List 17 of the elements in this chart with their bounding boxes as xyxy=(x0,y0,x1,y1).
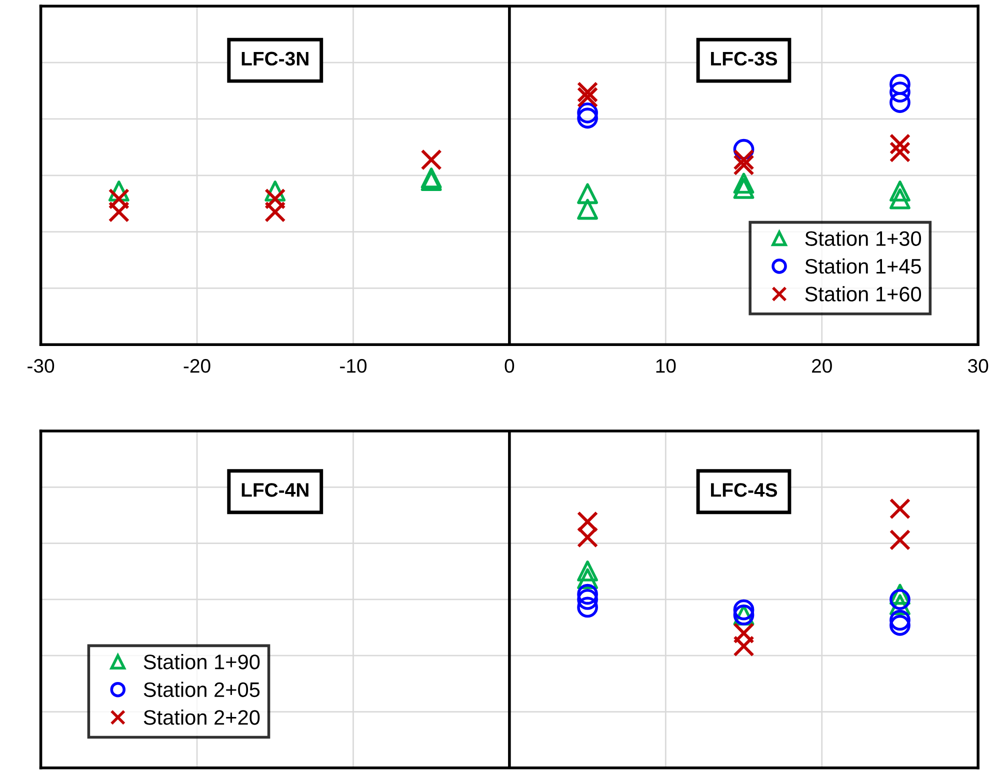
x-tick-label: -10 xyxy=(340,359,367,373)
text: LFC-4S xyxy=(711,483,778,497)
text: LFC-3S xyxy=(711,52,778,66)
legend-label: Station 1+90 xyxy=(144,654,260,670)
text: LFC-4N xyxy=(242,483,308,497)
x-tick-label: 30 xyxy=(968,359,988,373)
text: LFC-3N xyxy=(242,52,308,66)
x-tick-label: -30 xyxy=(28,359,54,373)
legend-label: Station 2+20 xyxy=(144,710,260,725)
x-tick-label: 0 xyxy=(504,359,514,373)
legend-label: Station 1+30 xyxy=(805,230,922,246)
x-tick-label: 10 xyxy=(656,359,676,373)
x-tick-label: 20 xyxy=(812,359,832,373)
legend-label: Station 2+05 xyxy=(144,682,260,698)
legend-label: Station 1+60 xyxy=(805,286,922,302)
x-tick-label: -20 xyxy=(184,359,210,373)
legend-label: Station 1+45 xyxy=(805,258,921,274)
